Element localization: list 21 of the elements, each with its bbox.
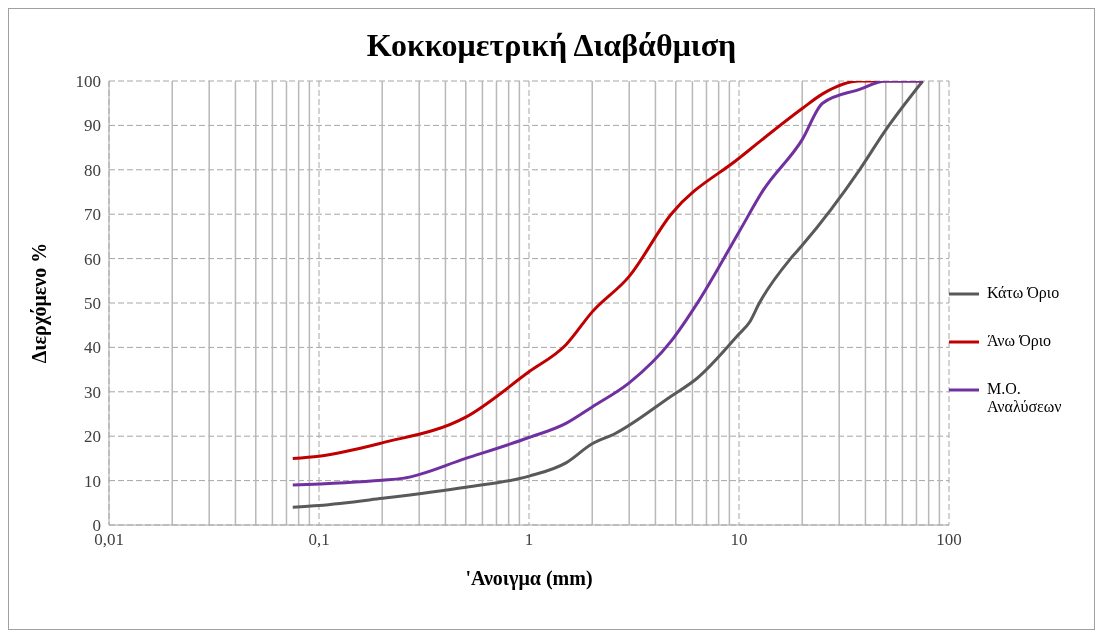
y-tick-label: 80 <box>84 160 101 180</box>
y-tick-label: 10 <box>84 471 101 491</box>
y-tick-label: 50 <box>84 294 101 314</box>
y-tick-label: 70 <box>84 205 101 225</box>
legend-label: Άνω Όριο <box>987 332 1051 350</box>
x-axis-title: 'Ανοιγμα (mm) <box>465 567 593 590</box>
x-tick-label: 0,1 <box>308 530 330 550</box>
x-tick-label: 100 <box>936 530 962 550</box>
y-tick-label: 30 <box>84 382 101 402</box>
y-tick-label: 60 <box>84 249 101 269</box>
x-tick-label: 1 <box>524 530 534 550</box>
y-tick-label: 100 <box>75 72 101 92</box>
x-tick-label: 0,01 <box>94 530 124 550</box>
y-tick-label: 90 <box>84 116 101 136</box>
x-tick-label: 10 <box>730 530 748 550</box>
legend-label: Μ.Ο. Αναλύσεων <box>987 380 1063 416</box>
y-tick-label: 40 <box>84 338 101 358</box>
y-axis-title: Διερχόμενο % <box>28 242 52 364</box>
legend-label: Κάτω Όριο <box>987 284 1060 302</box>
chart-title: Κοκκομετρική Διαβάθμιση <box>366 27 737 63</box>
y-tick-label: 20 <box>84 427 101 447</box>
